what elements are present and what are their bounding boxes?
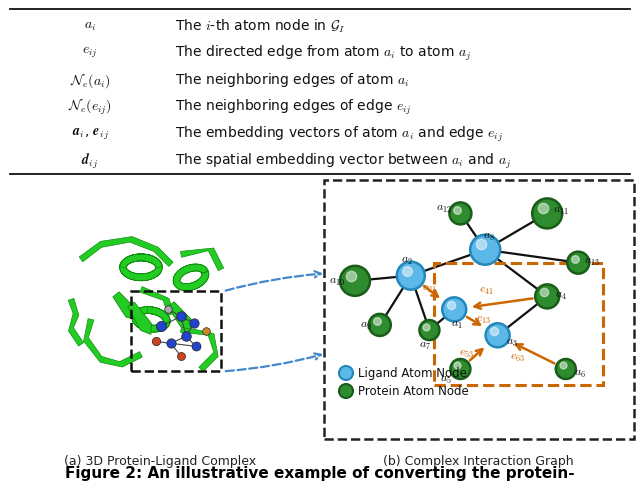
Text: (a) 3D Protein-Ligand Complex: (a) 3D Protein-Ligand Complex bbox=[64, 454, 256, 467]
Text: $a_8$: $a_8$ bbox=[483, 230, 495, 242]
Polygon shape bbox=[84, 319, 142, 367]
Polygon shape bbox=[180, 327, 218, 372]
Text: The neighboring edges of edge $e_{ij}$: The neighboring edges of edge $e_{ij}$ bbox=[175, 97, 412, 117]
Text: (b) Complex Interaction Graph: (b) Complex Interaction Graph bbox=[383, 454, 573, 467]
Text: $a_i$: $a_i$ bbox=[84, 19, 96, 33]
Circle shape bbox=[470, 235, 500, 265]
Polygon shape bbox=[79, 237, 173, 267]
Text: $a_1$: $a_1$ bbox=[451, 317, 463, 330]
Point bbox=[421, 323, 431, 331]
Circle shape bbox=[419, 321, 440, 340]
Text: $\mathcal{N}_e(a_i)$: $\mathcal{N}_e(a_i)$ bbox=[70, 71, 110, 89]
Polygon shape bbox=[68, 299, 83, 346]
Polygon shape bbox=[173, 265, 209, 291]
Text: The directed edge from atom $a_i$ to atom $a_j$: The directed edge from atom $a_i$ to ato… bbox=[175, 44, 471, 63]
Text: $a_{10}$: $a_{10}$ bbox=[329, 275, 345, 288]
Circle shape bbox=[449, 203, 472, 225]
Polygon shape bbox=[180, 248, 224, 271]
Point bbox=[538, 289, 548, 297]
Polygon shape bbox=[113, 292, 136, 320]
Point bbox=[476, 241, 486, 249]
Circle shape bbox=[340, 267, 370, 296]
Point bbox=[452, 206, 462, 214]
Text: $a_7$: $a_7$ bbox=[419, 338, 431, 351]
Text: Protein Atom Node: Protein Atom Node bbox=[358, 385, 468, 398]
Circle shape bbox=[567, 252, 589, 274]
Text: The $i$-th atom node in $\mathcal{G}_I$: The $i$-th atom node in $\mathcal{G}_I$ bbox=[175, 18, 346, 35]
Polygon shape bbox=[120, 255, 163, 281]
Point bbox=[371, 318, 381, 326]
Polygon shape bbox=[132, 307, 170, 333]
Point bbox=[151, 338, 161, 346]
Text: The neighboring edges of atom $a_i$: The neighboring edges of atom $a_i$ bbox=[175, 71, 410, 89]
Text: $e_{41}$: $e_{41}$ bbox=[479, 284, 494, 297]
Bar bbox=[131, 292, 221, 372]
Point bbox=[176, 313, 186, 321]
Polygon shape bbox=[168, 302, 191, 330]
Text: $a_5$: $a_5$ bbox=[440, 373, 452, 386]
Circle shape bbox=[535, 285, 559, 309]
Bar bbox=[434, 263, 603, 385]
Text: Figure 2: An illustrative example of converting the protein-: Figure 2: An illustrative example of con… bbox=[65, 465, 575, 480]
Point bbox=[452, 362, 463, 370]
Point bbox=[445, 302, 456, 310]
Text: $a_4$: $a_4$ bbox=[555, 288, 567, 301]
Circle shape bbox=[451, 359, 470, 379]
Bar bbox=[324, 180, 634, 439]
Point bbox=[570, 256, 580, 264]
Text: $\boldsymbol{a}_i$, $\boldsymbol{e}_{ij}$: $\boldsymbol{a}_i$, $\boldsymbol{e}_{ij}… bbox=[72, 126, 108, 142]
Circle shape bbox=[442, 298, 466, 322]
Point bbox=[163, 306, 173, 314]
Text: $a_{11}$: $a_{11}$ bbox=[553, 203, 569, 216]
Text: $e_{21}$: $e_{21}$ bbox=[422, 281, 437, 294]
Circle shape bbox=[532, 199, 562, 229]
Text: $a_6$: $a_6$ bbox=[574, 367, 586, 380]
Circle shape bbox=[486, 324, 509, 348]
Circle shape bbox=[339, 366, 353, 380]
Text: $a_3$: $a_3$ bbox=[506, 335, 518, 348]
Text: Ligand Atom Node: Ligand Atom Node bbox=[358, 367, 467, 380]
Text: $e_{53}$: $e_{53}$ bbox=[459, 346, 474, 359]
Point bbox=[401, 267, 412, 275]
Point bbox=[201, 328, 211, 336]
Text: $a_2$: $a_2$ bbox=[401, 254, 413, 267]
Text: $a_{12}$: $a_{12}$ bbox=[436, 201, 452, 214]
Point bbox=[191, 343, 201, 351]
Point bbox=[181, 333, 191, 341]
Circle shape bbox=[556, 359, 576, 379]
Circle shape bbox=[339, 384, 353, 398]
Point bbox=[557, 362, 568, 370]
Text: $e_{13}$: $e_{13}$ bbox=[476, 312, 492, 325]
Polygon shape bbox=[127, 303, 151, 335]
Text: $a_9$: $a_9$ bbox=[360, 319, 372, 332]
Point bbox=[166, 340, 176, 348]
Circle shape bbox=[397, 262, 425, 290]
Point bbox=[538, 205, 548, 213]
Point bbox=[489, 328, 499, 336]
Polygon shape bbox=[140, 287, 174, 316]
Text: $e_{ij}$: $e_{ij}$ bbox=[82, 46, 98, 60]
Text: $\mathcal{N}_e(e_{ij})$: $\mathcal{N}_e(e_{ij})$ bbox=[68, 97, 112, 117]
Text: $\boldsymbol{d}_{ij}$: $\boldsymbol{d}_{ij}$ bbox=[81, 151, 99, 170]
Point bbox=[156, 323, 166, 331]
Text: $a_{13}$: $a_{13}$ bbox=[584, 255, 600, 268]
Circle shape bbox=[369, 314, 391, 336]
Text: The embedding vectors of atom $a_i$ and edge $e_{ij}$: The embedding vectors of atom $a_i$ and … bbox=[175, 124, 503, 144]
Point bbox=[176, 353, 186, 361]
Point bbox=[189, 320, 199, 328]
Text: $e_{63}$: $e_{63}$ bbox=[510, 350, 525, 363]
Text: The spatial embedding vector between $a_i$ and $a_j$: The spatial embedding vector between $a_… bbox=[175, 151, 511, 170]
Point bbox=[346, 272, 356, 280]
